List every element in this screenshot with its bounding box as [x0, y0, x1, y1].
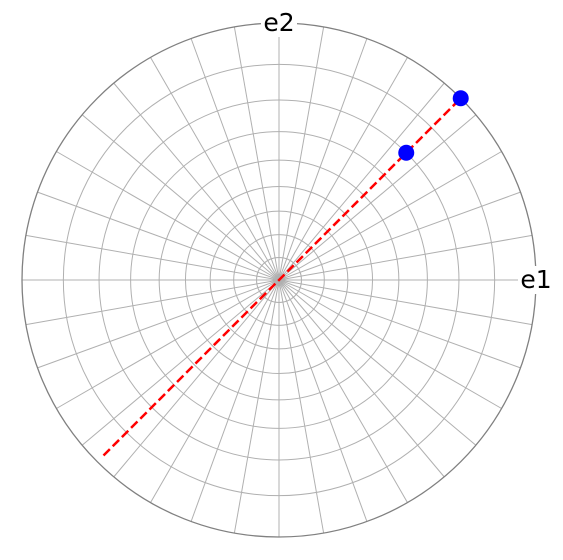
- ring-grid-line: [158, 159, 400, 401]
- spoke-grid-line: [25, 234, 280, 281]
- ring-grid-line: [62, 63, 496, 497]
- spoke-grid-line: [150, 57, 280, 281]
- spoke-grid-line: [278, 279, 521, 369]
- spoke-grid-line: [25, 279, 280, 326]
- spoke-grid-line: [278, 279, 445, 478]
- spoke-grid-line: [278, 279, 325, 534]
- ring-grid-line: [209, 210, 349, 350]
- spoke-grid-line: [190, 279, 280, 522]
- ring-grid-line: [98, 99, 460, 461]
- ring-grid-line: [184, 185, 374, 375]
- spoke-grid-line: [233, 26, 280, 281]
- ring-grid-line: [233, 234, 325, 326]
- spoke-grid-line: [190, 38, 280, 281]
- spoke-grid-line: [278, 279, 477, 446]
- point: [452, 90, 469, 107]
- spoke-grid-line: [37, 191, 280, 281]
- spoke-grid-line: [81, 279, 280, 446]
- spoke-grid-line: [278, 57, 408, 281]
- spoke-grid-line: [81, 114, 280, 281]
- axis-label: e2: [263, 8, 294, 37]
- spoke-grid-line: [278, 191, 521, 281]
- spoke-grid-line: [278, 38, 368, 281]
- point: [398, 144, 415, 161]
- spoke-grid-line: [278, 151, 502, 281]
- ring-grid-line: [130, 131, 428, 429]
- spoke-grid-line: [278, 279, 502, 409]
- ring-grid-line: [256, 257, 302, 303]
- axis-label-bg: [261, 9, 297, 37]
- spoke-grid-line: [278, 26, 325, 281]
- spoke-grid-line: [113, 279, 280, 478]
- spoke-grid-line: [233, 279, 280, 534]
- spoke-grid-line: [56, 151, 280, 281]
- spoke-grid-line: [150, 279, 280, 503]
- spoke-grid-line: [278, 279, 533, 326]
- spoke-grid-line: [278, 82, 445, 281]
- spoke-grid-line: [278, 279, 408, 503]
- spoke-grid-line: [56, 279, 280, 409]
- spoke-grid-line: [113, 82, 280, 281]
- spoke-grid-line: [37, 279, 280, 369]
- spoke-grid-line: [278, 114, 477, 281]
- spoke-grid-line: [278, 279, 368, 522]
- axis-label-bg: [518, 266, 554, 294]
- axis-label: e1: [520, 265, 551, 294]
- spoke-grid-line: [278, 234, 533, 281]
